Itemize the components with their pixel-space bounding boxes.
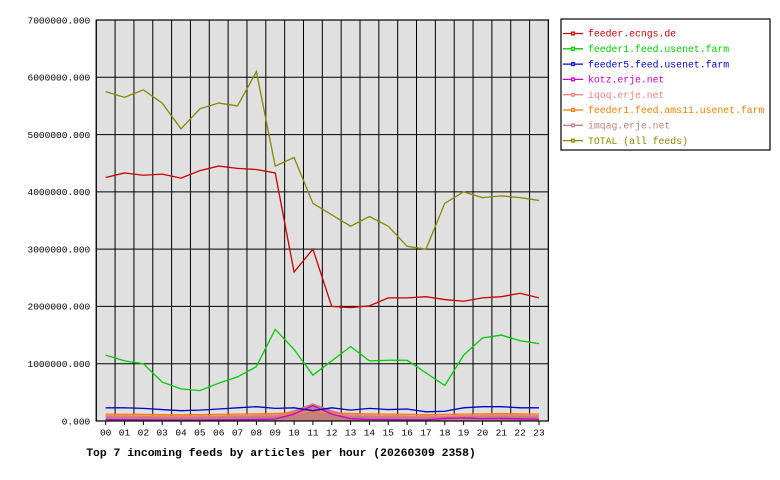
svg-text:imqag.erje.net: imqag.erje.net (588, 121, 670, 132)
svg-text:1000000.000: 1000000.000 (28, 359, 91, 370)
svg-text:feeder5.feed.usenet.farm: feeder5.feed.usenet.farm (588, 59, 729, 70)
svg-text:09: 09 (270, 428, 282, 439)
svg-text:19: 19 (458, 428, 470, 439)
svg-text:05: 05 (194, 428, 206, 439)
svg-text:feeder1.feed.usenet.farm: feeder1.feed.usenet.farm (588, 44, 729, 55)
svg-text:23: 23 (533, 428, 545, 439)
svg-text:00: 00 (100, 428, 112, 439)
svg-text:06: 06 (213, 428, 225, 439)
svg-text:18: 18 (439, 428, 451, 439)
svg-text:16: 16 (401, 428, 413, 439)
svg-text:13: 13 (345, 428, 357, 439)
svg-text:7000000.000: 7000000.000 (28, 15, 91, 26)
svg-text:02: 02 (138, 428, 150, 439)
svg-text:14: 14 (364, 428, 376, 439)
svg-text:10: 10 (288, 428, 300, 439)
svg-text:kotz.erje.net: kotz.erje.net (588, 75, 664, 86)
svg-text:Top 7 incoming feeds by articl: Top 7 incoming feeds by articles per hou… (86, 448, 476, 460)
svg-text:2000000.000: 2000000.000 (28, 302, 91, 313)
svg-text:0.000: 0.000 (62, 416, 91, 427)
svg-text:feeder.ecngs.de: feeder.ecngs.de (588, 29, 676, 40)
svg-text:20: 20 (477, 428, 489, 439)
svg-text:TOTAL (all feeds): TOTAL (all feeds) (588, 136, 688, 147)
svg-text:15: 15 (383, 428, 395, 439)
svg-text:iqoq.erje.net: iqoq.erje.net (588, 90, 664, 101)
svg-text:5000000.000: 5000000.000 (28, 130, 91, 141)
svg-text:01: 01 (119, 428, 131, 439)
svg-text:11: 11 (307, 428, 319, 439)
svg-text:04: 04 (175, 428, 187, 439)
svg-text:feeder1.feed.ams11.usenet.farm: feeder1.feed.ams11.usenet.farm (588, 105, 764, 116)
svg-text:3000000.000: 3000000.000 (28, 244, 91, 255)
svg-text:08: 08 (251, 428, 263, 439)
svg-text:12: 12 (326, 428, 338, 439)
svg-text:4000000.000: 4000000.000 (28, 187, 91, 198)
svg-text:22: 22 (514, 428, 526, 439)
svg-text:6000000.000: 6000000.000 (28, 73, 91, 84)
svg-text:21: 21 (496, 428, 508, 439)
svg-text:07: 07 (232, 428, 243, 439)
svg-text:03: 03 (156, 428, 168, 439)
svg-text:17: 17 (420, 428, 431, 439)
